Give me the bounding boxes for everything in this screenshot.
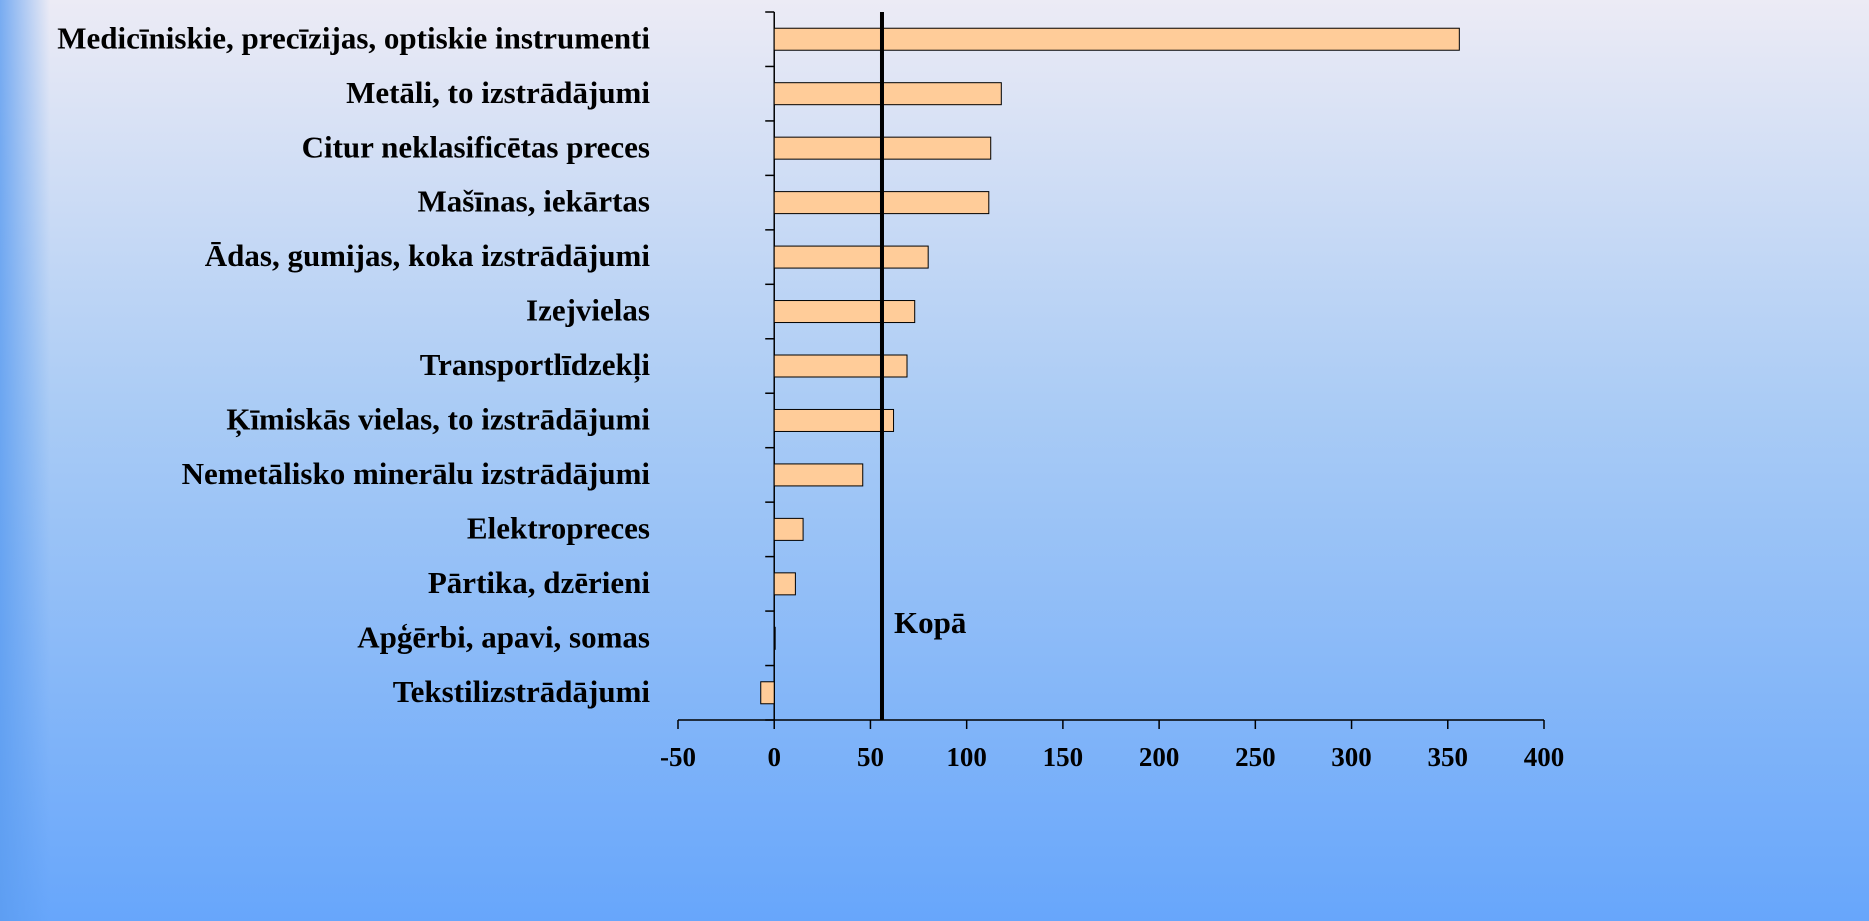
bar (773, 626, 776, 650)
background-edge (0, 0, 50, 921)
bar (773, 82, 1002, 106)
category-label: Elektropreces (467, 510, 650, 545)
x-tick-label: 150 (1043, 742, 1084, 772)
reference-label: Kopā (894, 605, 967, 640)
x-tick-label: 50 (857, 742, 884, 772)
category-label: Medicīniskie, precīzijas, optiskie instr… (57, 20, 650, 55)
x-tick-label: 400 (1524, 742, 1565, 772)
category-label: Apģērbi, apavi, somas (357, 619, 650, 654)
bar (773, 408, 895, 432)
x-tick-label: 100 (946, 742, 987, 772)
category-label: Transportlīdzekļi (420, 347, 651, 383)
category-label: Ādas, gumijas, koka izstrādājumi (205, 238, 651, 273)
bar (773, 463, 864, 487)
bar (760, 681, 775, 705)
category-label: Izejvielas (526, 293, 650, 328)
x-tick-label: -50 (660, 742, 696, 772)
bar (773, 245, 929, 269)
bar (773, 300, 916, 324)
category-label: Tekstilizstrādājumi (393, 674, 651, 709)
x-tick-label: 0 (767, 742, 781, 772)
bar (773, 517, 804, 541)
category-label: Pārtika, dzērieni (428, 565, 651, 600)
bar (773, 27, 1460, 51)
category-label: Citur neklasificētas preces (302, 129, 650, 164)
bar (773, 354, 908, 378)
x-tick-label: 200 (1139, 742, 1180, 772)
category-label: Nemetālisko minerālu izstrādājumi (182, 456, 651, 491)
category-label: Metāli, to izstrādājumi (346, 75, 650, 110)
category-label: Ķīmiskās vielas, to izstrādājumi (226, 402, 650, 438)
category-label: Mašīnas, iekārtas (418, 184, 651, 219)
x-tick-label: 350 (1428, 742, 1469, 772)
bar (773, 572, 796, 596)
x-tick-label: 300 (1331, 742, 1372, 772)
x-tick-label: 250 (1235, 742, 1276, 772)
